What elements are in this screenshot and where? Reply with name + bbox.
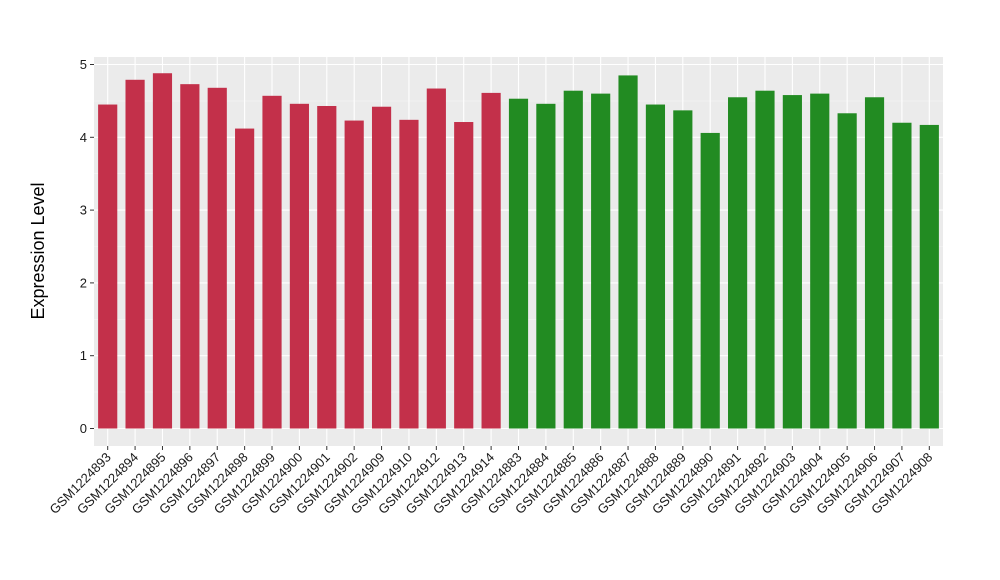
y-tick-label: 0 [80, 421, 87, 436]
bar-gsm1224905 [837, 113, 857, 429]
bar-gsm1224913 [454, 122, 474, 429]
y-axis: 0 1 2 3 4 5 [80, 57, 94, 436]
bar-gsm1224891 [728, 97, 748, 429]
bar-gsm1224899 [262, 95, 282, 429]
bar-gsm1224888 [645, 104, 666, 429]
bar-gsm1224907 [892, 122, 912, 429]
bar-gsm1224908 [919, 124, 939, 429]
bar-gsm1224900 [289, 103, 309, 429]
bar-gsm1224897 [207, 87, 227, 429]
bar-gsm1224892 [755, 90, 775, 429]
bar-gsm1224890 [700, 132, 720, 429]
bar-gsm1224886 [591, 93, 611, 429]
y-tick-label: 5 [80, 57, 87, 72]
bar-gsm1224885 [563, 90, 583, 429]
bar-gsm1224898 [235, 128, 255, 429]
bar-gsm1224884 [536, 103, 556, 429]
y-tick-label: 4 [80, 130, 87, 145]
bar-gsm1224902 [344, 120, 364, 429]
bar-gsm1224895 [152, 73, 173, 429]
bar-gsm1224903 [782, 95, 802, 429]
y-tick-label: 2 [80, 275, 87, 290]
y-tick-label: 1 [80, 348, 87, 363]
bars [98, 73, 939, 429]
bar-gsm1224904 [810, 93, 830, 429]
bar-gsm1224896 [180, 84, 200, 429]
x-axis: GSM1224893GSM1224894GSM1224895GSM1224896… [46, 446, 935, 517]
bar-gsm1224906 [864, 97, 885, 429]
bar-gsm1224889 [673, 110, 693, 429]
bar-gsm1224893 [98, 104, 118, 429]
y-axis-title: Expression Level [28, 182, 48, 319]
bar-gsm1224901 [317, 105, 337, 429]
y-tick-label: 3 [80, 203, 87, 218]
bar-gsm1224912 [426, 88, 446, 429]
bar-gsm1224910 [399, 119, 419, 429]
bar-gsm1224914 [481, 92, 501, 429]
bar-gsm1224909 [371, 106, 392, 429]
bar-gsm1224894 [125, 79, 145, 429]
bar-gsm1224883 [508, 98, 529, 429]
bar-gsm1224887 [618, 75, 638, 429]
